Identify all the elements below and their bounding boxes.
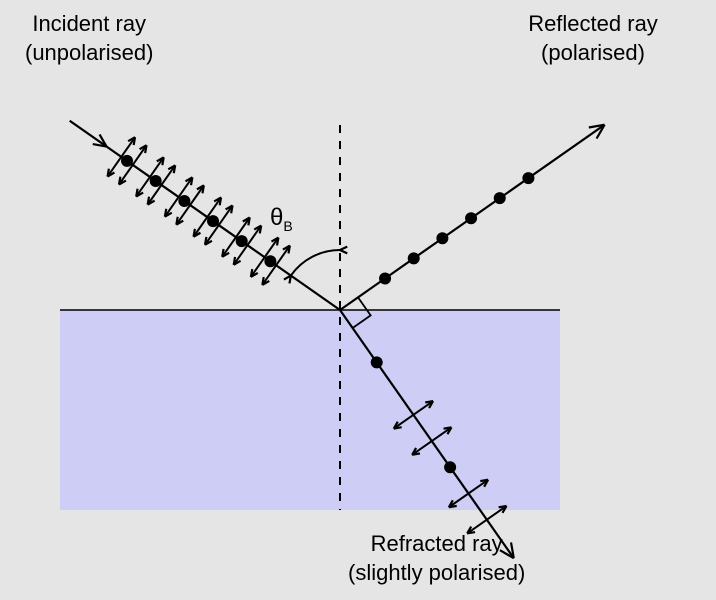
incident-line2: (unpolarised) bbox=[25, 40, 153, 65]
incident-line1: Incident ray bbox=[32, 11, 146, 36]
refracted-line1: Refracted ray bbox=[371, 531, 503, 556]
refracted-line2: (slightly polarised) bbox=[348, 560, 525, 585]
reflected-line1: Reflected ray bbox=[528, 11, 658, 36]
reflected-line2: (polarised) bbox=[541, 40, 645, 65]
brewster-diagram: θB bbox=[0, 0, 716, 600]
incident-label: Incident ray (unpolarised) bbox=[25, 10, 153, 67]
svg-text:θB: θB bbox=[270, 204, 293, 234]
refracted-label: Refracted ray (slightly polarised) bbox=[348, 530, 525, 587]
reflected-label: Reflected ray (polarised) bbox=[478, 10, 708, 67]
